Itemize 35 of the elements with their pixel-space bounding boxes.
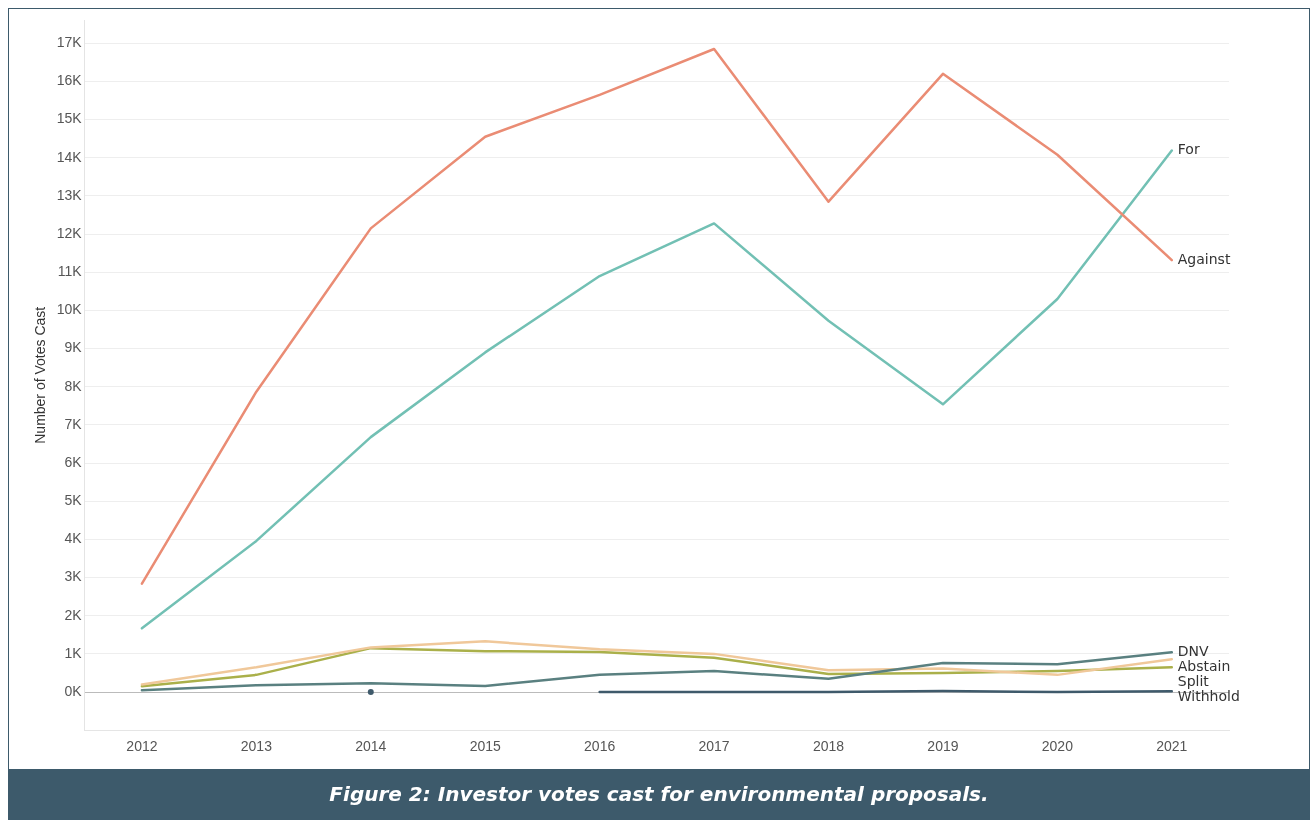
series-label: For <box>1177 141 1200 158</box>
y-tick-label: 6K <box>64 453 83 470</box>
y-tick-label: 15K <box>56 110 83 127</box>
x-tick-label: 2018 <box>812 738 845 755</box>
y-tick-label: 4K <box>64 530 83 547</box>
x-tick-label: 2013 <box>240 738 273 755</box>
y-tick-label: 0K <box>64 682 83 699</box>
y-tick-label: 8K <box>64 377 83 394</box>
y-tick-label: 12K <box>56 224 83 241</box>
y-tick-label: 1K <box>64 644 83 661</box>
x-tick-label: 2015 <box>469 738 501 755</box>
series-label: Against <box>1177 250 1231 267</box>
y-axis-title: Number of Votes Cast <box>32 306 49 444</box>
y-tick-label: 9K <box>64 339 83 356</box>
x-tick-label: 2020 <box>1041 738 1074 755</box>
x-tick-label: 2019 <box>927 738 959 755</box>
y-tick-label: 2K <box>64 606 83 623</box>
y-tick-label: 16K <box>56 72 83 89</box>
y-tick-label: 13K <box>56 186 83 203</box>
x-tick-label: 2016 <box>584 738 616 755</box>
caption: Figure 2: Investor votes cast for environmental proposals. <box>9 769 1309 819</box>
series-label: Abstain <box>1177 657 1231 674</box>
x-tick-label: 2017 <box>698 738 730 755</box>
y-tick-label: 14K <box>56 148 83 165</box>
x-tick-label: 2012 <box>126 738 158 755</box>
y-tick-label: 17K <box>56 34 83 51</box>
series-label: Split <box>1177 672 1210 689</box>
y-tick-label: 7K <box>64 415 83 432</box>
y-tick-label: 5K <box>64 492 83 509</box>
series-label: DNV <box>1177 642 1210 659</box>
y-tick-label: 11K <box>57 263 83 280</box>
x-tick-label: 2021 <box>1156 738 1188 755</box>
x-tick-label: 2014 <box>355 738 387 755</box>
y-tick-label: 3K <box>64 568 83 585</box>
y-tick-label: 10K <box>56 301 83 318</box>
